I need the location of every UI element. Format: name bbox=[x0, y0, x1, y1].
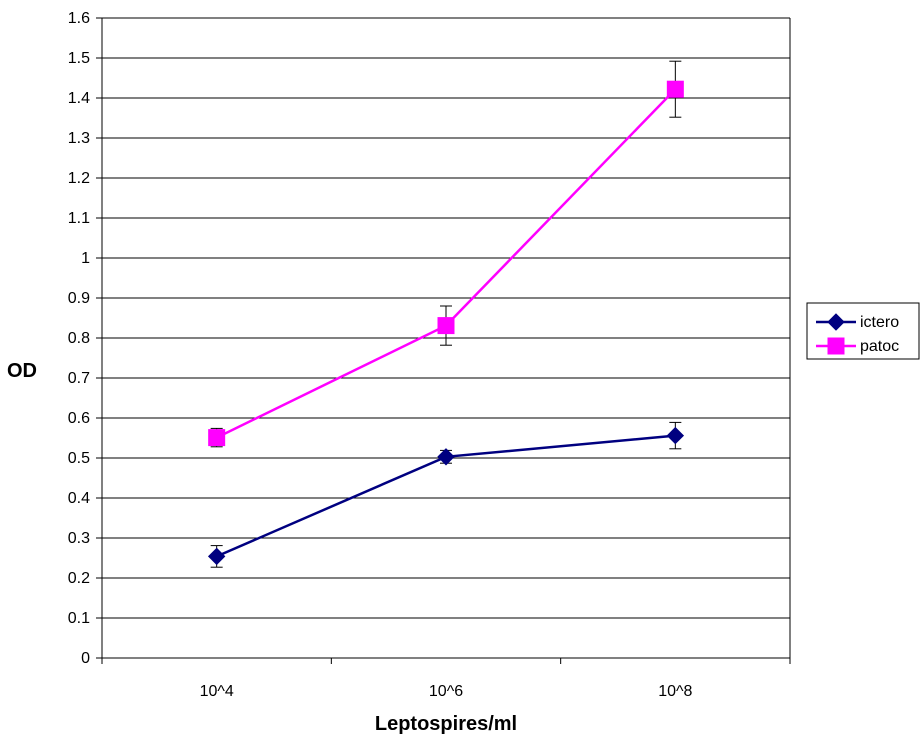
y-tick-label: 0.5 bbox=[68, 450, 90, 467]
series-line-patoc bbox=[216, 88, 677, 439]
y-tick-label: 0.2 bbox=[68, 570, 90, 587]
x-tick-label: 10^6 bbox=[429, 683, 463, 700]
x-tick-labels: 10^4 10^6 10^8 bbox=[200, 683, 693, 700]
y-tick-label: 0 bbox=[81, 650, 90, 667]
y-tick-label: 0.6 bbox=[68, 410, 90, 427]
y-tick-label: 1.3 bbox=[68, 130, 90, 147]
y-axis-title: OD bbox=[7, 360, 37, 382]
y-tick-label: 1.6 bbox=[68, 10, 90, 27]
y-tick-label: 0.7 bbox=[68, 370, 90, 387]
series-patoc bbox=[208, 60, 684, 448]
y-tick-label: 0.8 bbox=[68, 330, 90, 347]
series-ictero bbox=[207, 421, 685, 568]
y-tick-label: 0.4 bbox=[68, 490, 90, 507]
y-tick-label: 0.1 bbox=[68, 610, 90, 627]
legend: ictero patoc bbox=[806, 302, 920, 360]
legend-marker-ictero bbox=[827, 313, 845, 331]
y-tick-label: 0.9 bbox=[68, 290, 90, 307]
data-point-ictero bbox=[207, 547, 226, 566]
x-axis-title: Leptospires/ml bbox=[375, 713, 517, 735]
data-point-ictero bbox=[666, 426, 685, 445]
y-tick-label: 1.2 bbox=[68, 170, 90, 187]
data-point-patoc bbox=[437, 317, 455, 335]
data-point-ictero bbox=[437, 448, 455, 466]
x-tick-label: 10^8 bbox=[658, 683, 692, 700]
y-tick-label: 1.1 bbox=[68, 210, 90, 227]
legend-items: ictero patoc bbox=[816, 313, 899, 355]
axes bbox=[96, 17, 791, 664]
y-tick-labels: 0 0.1 0.2 0.3 0.4 0.5 0.6 0.7 0.8 0.9 1 1.1 1.2 1.3 1.… bbox=[68, 10, 90, 667]
legend-label-ictero: ictero bbox=[860, 314, 899, 331]
legend-marker-patoc bbox=[827, 337, 845, 355]
y-tick-label: 0.3 bbox=[68, 530, 90, 547]
data-point-patoc bbox=[666, 80, 684, 98]
y-tick-label: 1 bbox=[81, 250, 90, 267]
legend-label-patoc: patoc bbox=[860, 338, 899, 355]
y-tick-label: 1.4 bbox=[68, 90, 90, 107]
series-layer bbox=[207, 60, 685, 568]
data-point-patoc bbox=[208, 429, 226, 447]
x-tick-label: 10^4 bbox=[200, 683, 234, 700]
y-tick-label: 1.5 bbox=[68, 50, 90, 67]
legend-box bbox=[806, 302, 920, 360]
